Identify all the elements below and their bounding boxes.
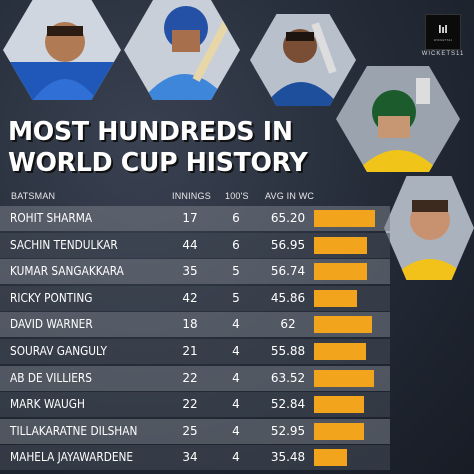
hundreds-value: 5 <box>232 264 240 279</box>
avg-bar <box>314 236 368 254</box>
batsman-name: KUMAR SANGAKKARA <box>10 264 124 279</box>
batsman-name: SACHIN TENDULKAR <box>10 237 118 252</box>
avg-value: 62 <box>280 317 296 332</box>
batsman-name: TILLAKARATNE DILSHAN <box>10 423 138 438</box>
table-row: SOURAV GANGULY 21 4 55.88 <box>0 339 390 364</box>
innings-value: 42 <box>182 290 198 305</box>
avg-bar <box>314 422 364 440</box>
brand-logo-sub: WICKETS11 <box>433 38 453 42</box>
hundreds-value: 4 <box>232 397 240 412</box>
avg-bar <box>314 316 373 334</box>
avg-value: 52.95 <box>270 423 306 438</box>
avg-value: 55.88 <box>270 344 306 358</box>
innings-value: 34 <box>182 450 198 465</box>
avg-bar <box>314 289 358 307</box>
batsman-name: ROHIT SHARMA <box>10 211 93 225</box>
brand-logo-mark: lıl <box>438 24 448 36</box>
hundreds-value: 4 <box>232 344 240 358</box>
table-row: DAVID WARNER 18 4 62 <box>0 312 390 338</box>
table-row: MAHELA JAYAWARDENE 34 4 35.48 <box>0 445 390 471</box>
title-line-1: MOST HUNDREDS IN <box>8 117 293 147</box>
header-hundreds: 100'S <box>225 191 249 201</box>
avg-value: 63.52 <box>270 370 306 385</box>
table-row: KUMAR SANGAKKARA 35 5 56.74 <box>0 259 390 285</box>
title-line-2: WORLD CUP HISTORY <box>8 148 308 178</box>
table-row: TILLAKARATNE DILSHAN 25 4 52.95 <box>0 418 390 444</box>
avg-value: 45.86 <box>270 290 306 305</box>
innings-value: 22 <box>182 397 198 412</box>
avg-bar <box>314 263 368 281</box>
table-row: ROHIT SHARMA 17 6 65.20 <box>0 206 390 231</box>
hundreds-value: 4 <box>232 423 240 438</box>
batsman-name: SOURAV GANGULY <box>10 344 107 358</box>
page-title: MOST HUNDREDS IN WORLD CUP HISTORY <box>8 117 338 179</box>
batsman-name: AB DE VILLIERS <box>10 370 92 385</box>
table-row: MARK WAUGH 22 4 52.84 <box>0 392 390 418</box>
hundreds-value: 6 <box>232 237 240 252</box>
innings-value: 22 <box>182 370 198 385</box>
hundreds-value: 4 <box>232 370 240 385</box>
innings-value: 35 <box>182 264 198 279</box>
table-header: BATSMAN INNINGS 100'S AVG IN WC <box>0 188 390 204</box>
header-avg: AVG IN WC <box>265 191 315 201</box>
avg-value: 52.84 <box>270 397 306 412</box>
table-row: SACHIN TENDULKAR 44 6 56.95 <box>0 232 390 258</box>
batsman-name: DAVID WARNER <box>10 317 93 332</box>
table-body: ROHIT SHARMA 17 6 65.20 SACHIN TENDULKAR 44 6 5… <box>0 206 390 474</box>
innings-value: 17 <box>182 211 198 225</box>
batsman-name: MAHELA JAYAWARDENE <box>10 450 134 465</box>
avg-bar <box>314 369 374 387</box>
avg-value: 65.20 <box>270 211 306 225</box>
innings-value: 44 <box>182 237 198 252</box>
avg-value: 56.95 <box>270 237 306 252</box>
avg-value: 35.48 <box>270 450 306 465</box>
avg-bar <box>314 210 376 227</box>
innings-value: 25 <box>182 423 198 438</box>
innings-value: 18 <box>182 317 198 332</box>
innings-value: 21 <box>182 344 198 358</box>
brand-name: WICKETS11 <box>421 51 465 57</box>
table-row: AB DE VILLIERS 22 4 63.52 <box>0 365 390 391</box>
batsman-name: MARK WAUGH <box>10 397 85 412</box>
avg-value: 56.74 <box>270 264 306 279</box>
hundreds-value: 6 <box>232 211 240 225</box>
header-innings: INNINGS <box>172 191 211 201</box>
avg-bar <box>314 343 367 360</box>
player-photo-warner <box>384 176 474 280</box>
avg-bar <box>314 449 348 467</box>
hundreds-value: 5 <box>232 290 240 305</box>
hundreds-value: 4 <box>232 450 240 465</box>
hundreds-value: 4 <box>232 317 240 332</box>
batsman-name: RICKY PONTING <box>10 290 93 305</box>
brand-logo: lıl WICKETS11 <box>425 14 461 50</box>
header-batsman: BATSMAN <box>11 191 56 201</box>
table-row: RICKY PONTING 42 5 45.86 <box>0 285 390 311</box>
avg-bar <box>314 396 364 414</box>
